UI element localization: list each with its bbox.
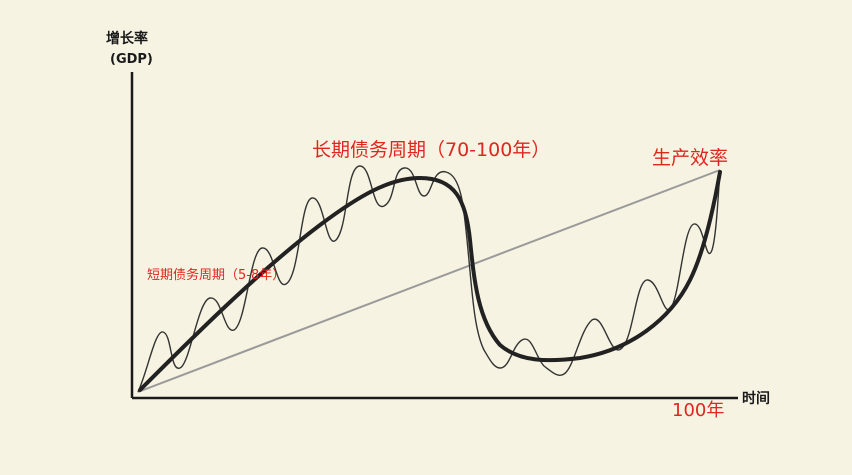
long-cycle-curve (138, 170, 722, 392)
x-axis-end-label: 100年 (672, 400, 725, 421)
y-axis-unit: (GDP) (110, 52, 153, 67)
short-cycle-curve (137, 165, 721, 393)
productivity-line (137, 169, 721, 393)
short-cycle-label: 短期债务周期（5-8年） (147, 268, 286, 283)
productivity-label: 生产效率 (652, 147, 729, 169)
x-axis-title: 时间 (742, 391, 770, 407)
long-cycle-label: 长期债务周期（70-100年） (312, 139, 551, 161)
y-axis-title: 增长率 (106, 31, 148, 47)
